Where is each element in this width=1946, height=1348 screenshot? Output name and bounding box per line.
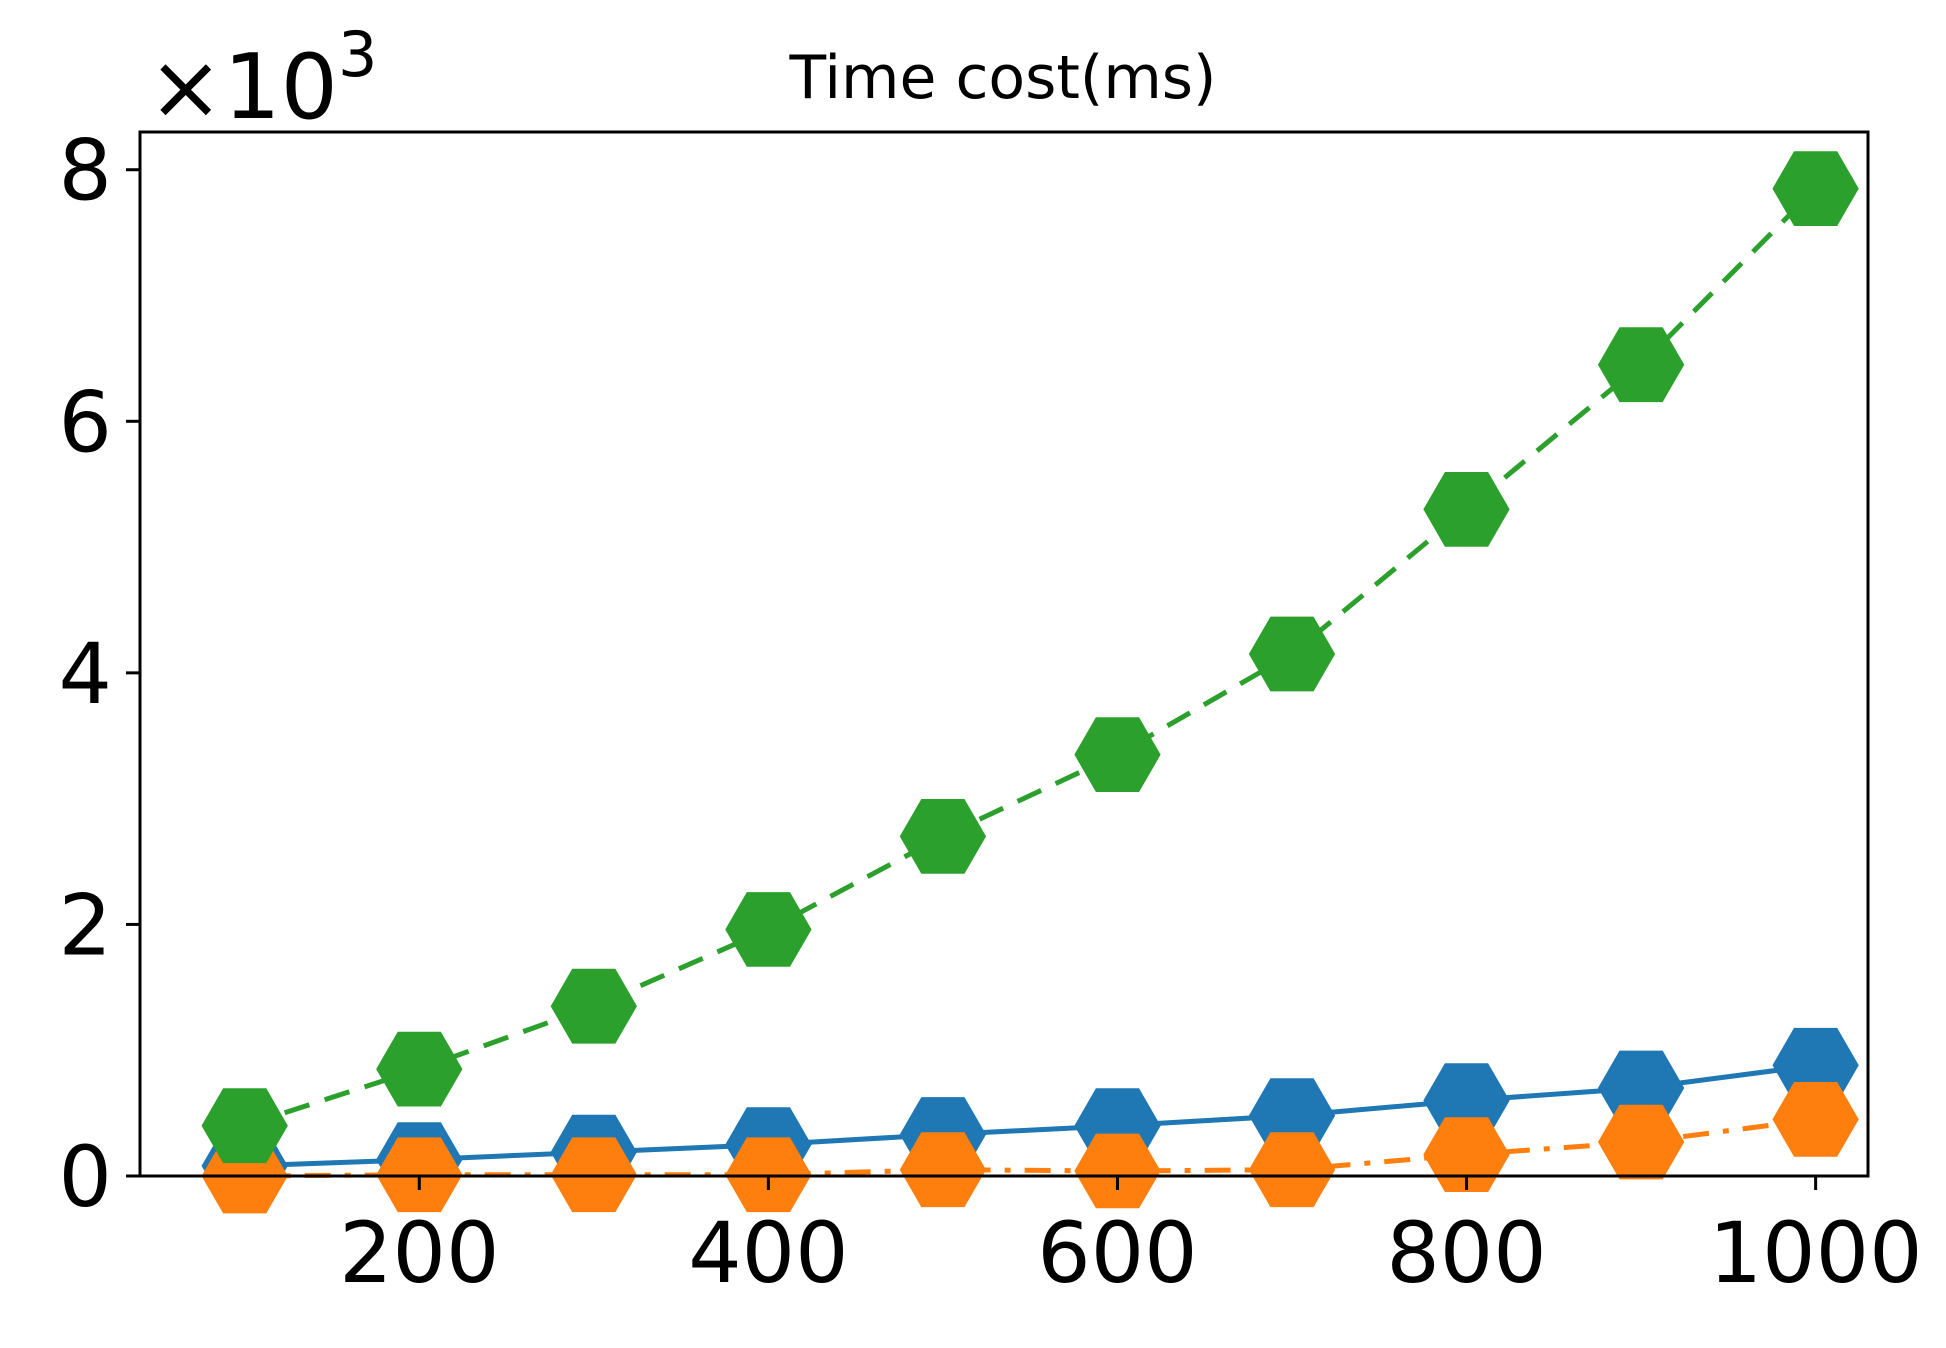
series-1-point-4 [899,1132,987,1208]
chart-title: Time cost(ms) [789,43,1217,113]
series-2-point-3 [725,892,812,967]
series-2-point-2 [550,968,637,1044]
y-tick-label-0: 0 [59,1128,112,1226]
series-2-point-8 [1597,327,1685,403]
series-2-point-9 [1772,151,1859,226]
x-tick-label-2: 600 [1037,1204,1197,1302]
series-1-point-9 [1772,1082,1859,1157]
y-multiplier-exponent: 3 [338,18,377,91]
plot-frame [138,130,1870,1178]
y-tick-label-2: 4 [59,625,112,723]
x-tick-label-0: 200 [339,1204,499,1302]
svg-text:×103: ×103 [148,18,377,140]
y-tick-label-4: 8 [59,122,112,220]
series-1-point-5 [1074,1133,1161,1209]
series-2-point-6 [1248,616,1336,692]
series-2-point-7 [1423,472,1510,547]
y-multiplier: ×103 [148,18,377,140]
series-2-point-5 [1074,717,1161,792]
x-tick-label-3: 800 [1386,1204,1546,1302]
y-multiplier-base: ×10 [148,35,338,140]
x-tick-label-1: 400 [688,1204,848,1302]
series-0-line [244,1062,1816,1169]
series-layer [201,151,1859,1214]
axes: 200 400 600 800 1000 0 2 4 6 8 [59,122,1923,1302]
series-2 [201,151,1859,1164]
series-2-point-4 [899,799,987,874]
series-1-point-6 [1248,1132,1336,1208]
series-2-point-0 [201,1088,288,1164]
y-tick-label-3: 6 [59,373,112,471]
series-2-line [243,186,1818,1129]
series-2-point-1 [376,1031,463,1107]
series-1-point-8 [1597,1104,1685,1180]
y-tick-label-1: 2 [59,876,112,974]
series-1-point-7 [1423,1117,1510,1192]
x-tick-label-4: 1000 [1709,1204,1923,1302]
